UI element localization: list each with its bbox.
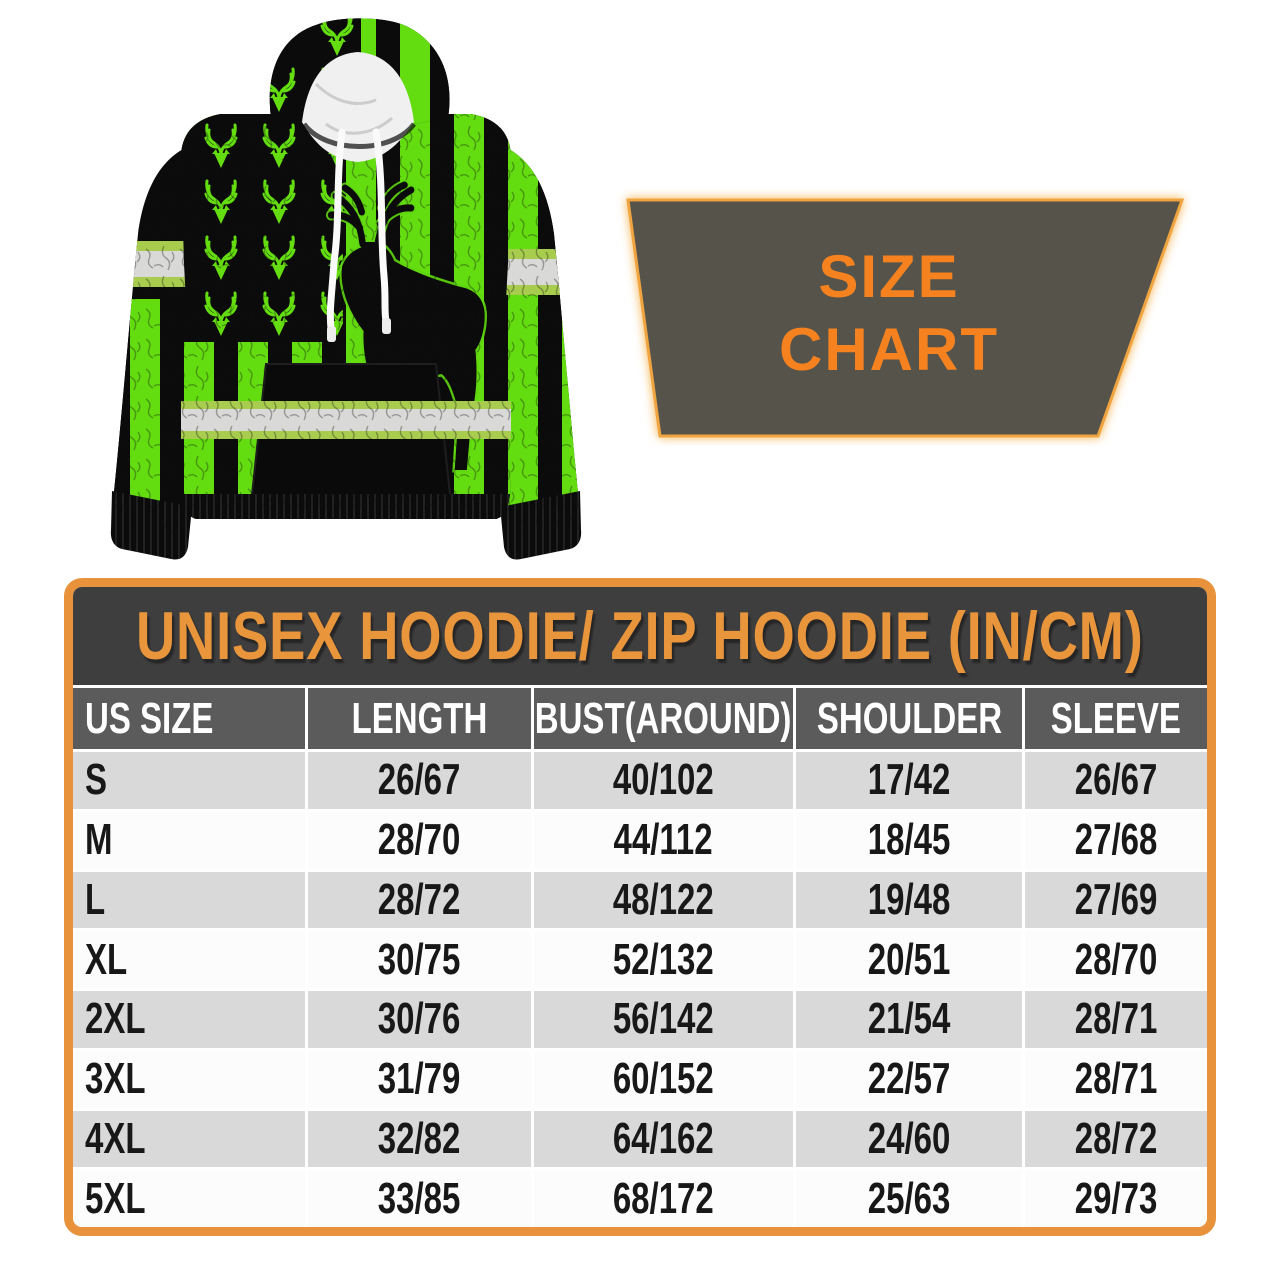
cell-sleeve: 26/67: [1022, 752, 1207, 809]
header-us-size: US SIZE: [85, 693, 214, 743]
cell-bust: 64/162: [531, 1110, 793, 1168]
badge-size-label: SIZE: [818, 242, 960, 310]
cell-length: 31/79: [305, 1050, 531, 1108]
cell-length: 30/76: [305, 991, 531, 1048]
table-row-m: M 28/70 44/112 18/45 27/68: [73, 808, 1207, 869]
drawstring-aglet: [327, 326, 336, 342]
table-row-3xl: 3XL 31/79 60/152 22/57 28/71: [73, 1047, 1207, 1108]
cell-size: 3XL: [85, 1054, 146, 1104]
cell-shoulder: 17/42: [793, 752, 1022, 809]
cell-shoulder: 22/57: [793, 1050, 1022, 1108]
cell-sleeve: 28/71: [1022, 1050, 1207, 1108]
cell-length: 28/70: [305, 811, 531, 869]
cell-sleeve: 28/70: [1022, 931, 1207, 988]
cell-shoulder: 25/63: [793, 1170, 1022, 1227]
cell-bust: 48/122: [531, 871, 793, 929]
drawstrings: [326, 128, 390, 333]
cell-sleeve: 29/73: [1022, 1170, 1207, 1227]
cell-sleeve: 28/72: [1022, 1110, 1207, 1168]
size-chart-table: UNISEX HOODIE/ ZIP HOODIE (IN/CM) US SIZ…: [64, 578, 1216, 1236]
drawstring-aglet: [382, 318, 391, 334]
cell-bust: 40/102: [531, 752, 793, 809]
size-chart-badge: SIZE CHART: [616, 188, 1194, 446]
header-shoulder: SHOULDER: [793, 688, 1022, 749]
header-bust: BUST(AROUND): [531, 688, 793, 749]
table-row-xl: XL 30/75 52/132 20/51 28/70: [73, 928, 1207, 988]
cell-sleeve: 27/69: [1022, 871, 1207, 929]
cell-size: M: [85, 815, 113, 865]
hoodie-illustration: [110, 18, 582, 560]
cell-bust: 56/142: [531, 991, 793, 1048]
cell-length: 28/72: [305, 871, 531, 929]
table-row-l: L 28/72 48/122 19/48 27/69: [73, 868, 1207, 929]
cell-shoulder: 21/54: [793, 991, 1022, 1048]
cell-size: 4XL: [85, 1113, 146, 1163]
cell-shoulder: 20/51: [793, 931, 1022, 988]
cell-sleeve: 27/68: [1022, 811, 1207, 869]
cell-length: 33/85: [305, 1170, 531, 1227]
table-header-row: US SIZE LENGTH BUST(AROUND) SHOULDER SLE…: [73, 685, 1207, 749]
cell-size: XL: [85, 934, 128, 984]
table-row-4xl: 4XL 32/82 64/162 24/60 28/72: [73, 1107, 1207, 1168]
cell-shoulder: 18/45: [793, 811, 1022, 869]
header-sleeve: SLEEVE: [1022, 688, 1207, 749]
cell-bust: 52/132: [531, 931, 793, 988]
header-length: LENGTH: [305, 688, 531, 749]
cell-size: 5XL: [85, 1173, 146, 1223]
table-title: UNISEX HOODIE/ ZIP HOODIE (IN/CM): [136, 598, 1144, 674]
cell-size: 2XL: [85, 994, 146, 1044]
cell-bust: 60/152: [531, 1050, 793, 1108]
cell-size: L: [85, 874, 106, 924]
table-row-5xl: 5XL 33/85 68/172 25/63 29/73: [73, 1167, 1207, 1227]
cell-size: S: [85, 755, 108, 805]
cell-bust: 44/112: [531, 811, 793, 869]
table-row-2xl: 2XL 30/76 56/142 21/54 28/71: [73, 988, 1207, 1048]
cell-length: 32/82: [305, 1110, 531, 1168]
badge-chart-label: CHART: [779, 316, 999, 383]
hoodie-product-image: [76, 4, 602, 580]
cell-length: 26/67: [305, 752, 531, 809]
cell-length: 30/75: [305, 931, 531, 988]
cell-shoulder: 24/60: [793, 1110, 1022, 1168]
badge-panel: [626, 198, 1185, 438]
cell-bust: 68/172: [531, 1170, 793, 1227]
cell-sleeve: 28/71: [1022, 991, 1207, 1048]
table-title-band: UNISEX HOODIE/ ZIP HOODIE (IN/CM): [73, 587, 1207, 685]
cell-shoulder: 19/48: [793, 871, 1022, 929]
hood-lining: [302, 52, 414, 162]
table-row-s: S 26/67 40/102 17/42 26/67: [73, 749, 1207, 809]
